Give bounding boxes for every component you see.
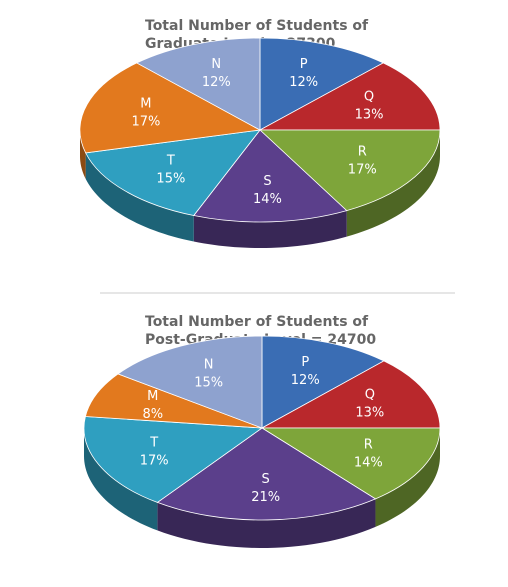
slice-value-label: 8% [142, 407, 163, 422]
slice [84, 373, 263, 429]
slice-value-label: 14% [354, 455, 383, 470]
slice [193, 129, 348, 223]
slice-category: P [300, 57, 308, 72]
slice-value-label: 12% [202, 75, 231, 90]
slice [83, 416, 264, 503]
slice [259, 62, 441, 131]
slice-category: R [364, 437, 373, 452]
slice-value-label: 13% [355, 405, 384, 420]
chart-title: Total Number of Students of [145, 314, 369, 330]
slice-value-label: 17% [140, 454, 169, 469]
slice-category: P [301, 355, 309, 370]
slice-side [375, 428, 440, 527]
slice-category: S [262, 472, 270, 487]
slice [135, 37, 261, 131]
slice-category: M [147, 389, 158, 404]
slice-value-label: 17% [348, 162, 377, 177]
slice-category: M [140, 97, 151, 112]
slice [79, 62, 262, 154]
slice [258, 129, 441, 212]
slice-category: Q [364, 89, 374, 104]
slice [261, 335, 385, 429]
slice [261, 360, 441, 429]
slice-value-label: 17% [131, 115, 160, 130]
slice-value-label: 14% [253, 192, 282, 207]
slice-category: Q [365, 387, 375, 402]
slice-value-label: 21% [251, 490, 280, 505]
chart-title: Total Number of Students of [145, 18, 369, 34]
slice-value-label: 15% [156, 172, 185, 187]
slice [259, 37, 385, 131]
slice-category: T [166, 154, 175, 169]
slice [156, 427, 377, 521]
slice-side [85, 152, 194, 242]
slice-side [346, 130, 440, 237]
slice [117, 335, 263, 429]
slice-category: T [149, 436, 158, 451]
slice-category: N [204, 357, 214, 372]
slice-category: R [358, 144, 367, 159]
slice-value-label: 12% [289, 75, 318, 90]
slice [85, 129, 261, 216]
slice-side [84, 428, 158, 531]
slice [260, 427, 441, 500]
slice-category: S [263, 174, 271, 189]
slice-category: N [211, 57, 221, 72]
slice-value-label: 15% [194, 375, 223, 390]
slice-value-label: 12% [291, 373, 320, 388]
slice-value-label: 13% [355, 107, 384, 122]
slice-side [193, 210, 347, 248]
slice-side [157, 498, 376, 548]
